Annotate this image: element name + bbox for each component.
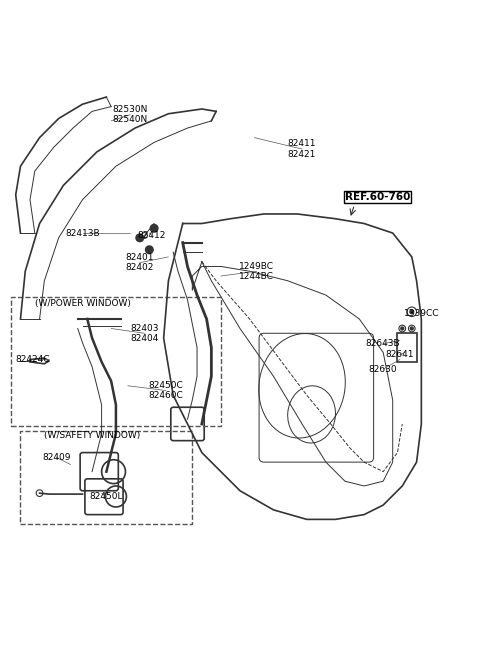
Text: (W/POWER WINDOW): (W/POWER WINDOW) [35, 299, 131, 307]
Text: 82643B: 82643B [366, 339, 400, 348]
Text: 82424C: 82424C [15, 355, 49, 363]
Circle shape [136, 234, 144, 242]
Circle shape [410, 310, 414, 313]
Text: 82641: 82641 [385, 350, 414, 359]
Text: (W/SAFETY WINDOW): (W/SAFETY WINDOW) [44, 432, 140, 440]
Circle shape [145, 246, 153, 254]
Text: 82530N
82540N: 82530N 82540N [112, 105, 148, 124]
Text: 82412: 82412 [138, 231, 166, 240]
Text: 82409: 82409 [42, 453, 71, 462]
Circle shape [150, 225, 158, 232]
Text: 82630: 82630 [369, 365, 397, 374]
Circle shape [410, 327, 413, 330]
Text: 82401
82402: 82401 82402 [126, 253, 154, 273]
Text: 82411
82421: 82411 82421 [288, 139, 316, 159]
Circle shape [401, 327, 404, 330]
Bar [397, 333, 417, 362]
Text: 82413B: 82413B [65, 229, 100, 238]
Text: 82403
82404: 82403 82404 [130, 323, 159, 343]
Text: 1339CC: 1339CC [404, 309, 439, 318]
Text: REF.60-760: REF.60-760 [345, 192, 410, 202]
Text: 82450L: 82450L [90, 492, 123, 501]
Text: 1249BC
1244BC: 1249BC 1244BC [239, 261, 274, 281]
Text: 82450C
82460C: 82450C 82460C [149, 381, 183, 400]
